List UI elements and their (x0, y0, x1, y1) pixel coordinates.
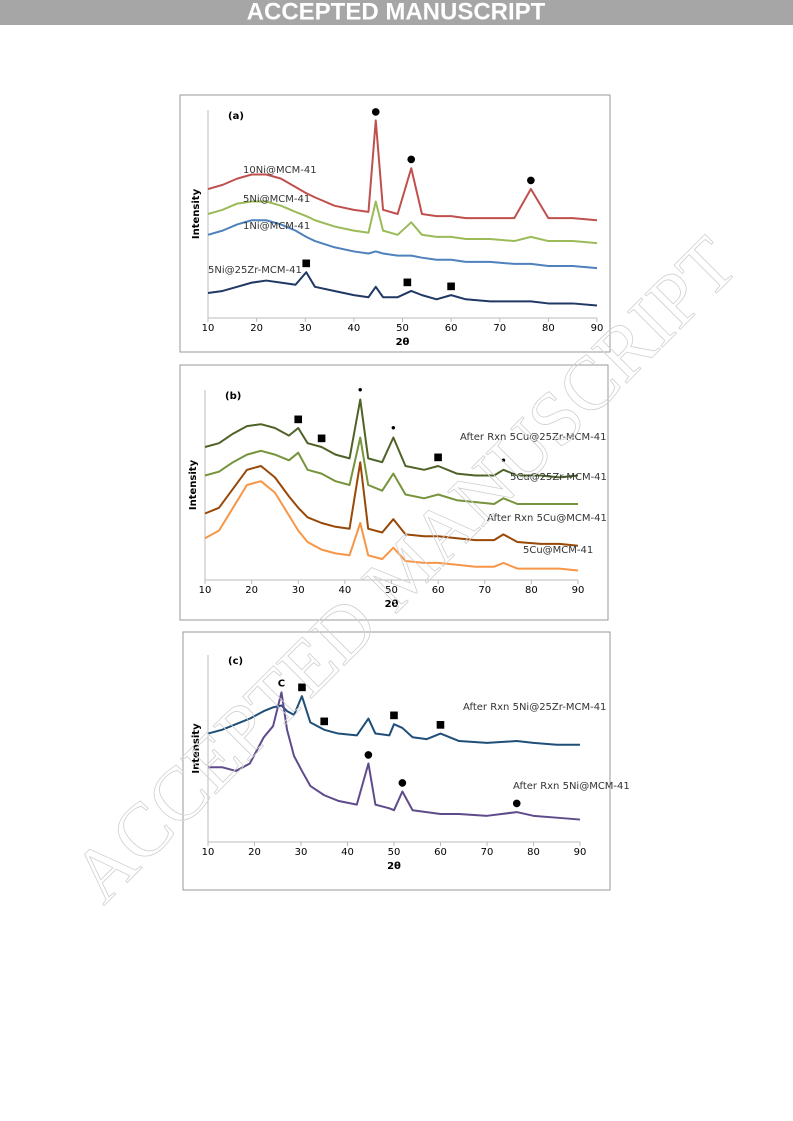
banner: ACCEPTED MANUSCRIPT (247, 0, 546, 25)
peak-marker: ■ (294, 414, 303, 425)
x-tick-label: 40 (348, 323, 361, 334)
series-label: 1Ni@MCM-41 (243, 221, 310, 232)
x-tick-label: 80 (525, 585, 538, 596)
series-label: After Rxn 5Ni@MCM-41 (513, 781, 630, 792)
peak-marker: ● (512, 798, 521, 809)
series-line (207, 695, 580, 746)
x-tick-label: 60 (434, 847, 447, 858)
peak-marker: ■ (436, 720, 445, 731)
series-line (207, 119, 598, 222)
x-tick-label: 20 (248, 847, 261, 858)
series-label: 10Ni@MCM-41 (243, 165, 317, 176)
panel-label: (c) (228, 656, 243, 667)
peak-marker: ■ (317, 433, 326, 444)
y-axis-title: Intensity (191, 188, 202, 239)
x-tick-label: 60 (445, 323, 458, 334)
series-label: 5Ni@MCM-41 (243, 194, 310, 205)
y-axis-title: Intensity (191, 723, 202, 774)
series-line (204, 398, 579, 479)
x-tick-label: 70 (493, 323, 506, 334)
figure-frame (179, 94, 611, 353)
y-axis-title: Intensity (188, 459, 199, 510)
peak-marker: ■ (389, 710, 398, 721)
peak-marker: ● (527, 175, 536, 186)
x-axis-title: 2θ (385, 599, 399, 610)
series-line (204, 436, 578, 505)
panel-label: (b) (225, 391, 241, 402)
series-line (208, 691, 581, 821)
x-tick-label: 80 (542, 323, 555, 334)
x-axis-title: 2θ (396, 337, 410, 348)
peak-marker: ■ (446, 281, 455, 292)
series-line (207, 200, 598, 245)
x-tick-label: 40 (339, 585, 352, 596)
peak-marker: ■ (403, 277, 412, 288)
x-tick-label: 90 (572, 585, 585, 596)
x-tick-label: 10 (199, 585, 212, 596)
series-line (207, 219, 598, 270)
peak-marker: ■ (433, 452, 442, 463)
peak-marker: • (357, 386, 363, 397)
figure-frame (179, 364, 609, 621)
x-tick-label: 30 (299, 323, 312, 334)
x-tick-label: 20 (250, 323, 263, 334)
peak-marker: • (390, 424, 396, 435)
series-label: 5Ni@25Zr-MCM-41 (208, 265, 302, 276)
peak-marker: ● (364, 749, 373, 760)
x-tick-label: 70 (478, 585, 491, 596)
peak-marker: ■ (320, 716, 329, 727)
series-line (207, 271, 598, 307)
figure-frame (182, 631, 611, 891)
x-axis-title: 2θ (387, 861, 401, 872)
x-tick-label: 50 (385, 585, 398, 596)
x-tick-label: 20 (245, 585, 258, 596)
x-tick-label: 50 (396, 323, 409, 334)
banner-bar (0, 0, 793, 25)
peak-marker: C (278, 678, 285, 689)
peak-marker: ● (371, 106, 380, 117)
x-tick-label: 30 (295, 847, 308, 858)
x-tick-label: 40 (341, 847, 354, 858)
peak-marker: ● (407, 154, 416, 165)
panel-label: (a) (228, 111, 244, 122)
x-tick-label: 80 (527, 847, 540, 858)
series-label: 5Cu@25Zr-MCM-41 (510, 472, 607, 483)
series-label: After Rxn 5Cu@MCM-41 (487, 513, 607, 524)
series-label: After Rxn 5Cu@25Zr-MCM-41 (460, 432, 606, 443)
series-line (204, 461, 579, 547)
peak-marker: • (500, 456, 506, 467)
x-tick-label: 50 (388, 847, 401, 858)
series-label: 5Cu@MCM-41 (523, 545, 593, 556)
x-tick-label: 10 (202, 323, 215, 334)
figures: 10 20 30 40 50 60 70 80 90 2θ Intensity (a) 10Ni@MCM… (179, 94, 630, 891)
series-label: After Rxn 5Ni@25Zr-MCM-41 (463, 702, 606, 713)
x-tick-label: 60 (432, 585, 445, 596)
x-tick-label: 10 (202, 847, 215, 858)
peak-marker: ■ (297, 682, 306, 693)
x-tick-label: 90 (591, 323, 604, 334)
x-tick-label: 90 (574, 847, 587, 858)
series-line (204, 480, 579, 572)
x-tick-label: 70 (481, 847, 494, 858)
peak-marker: ● (398, 778, 407, 789)
peak-marker: ■ (301, 258, 310, 269)
x-tick-label: 30 (292, 585, 305, 596)
